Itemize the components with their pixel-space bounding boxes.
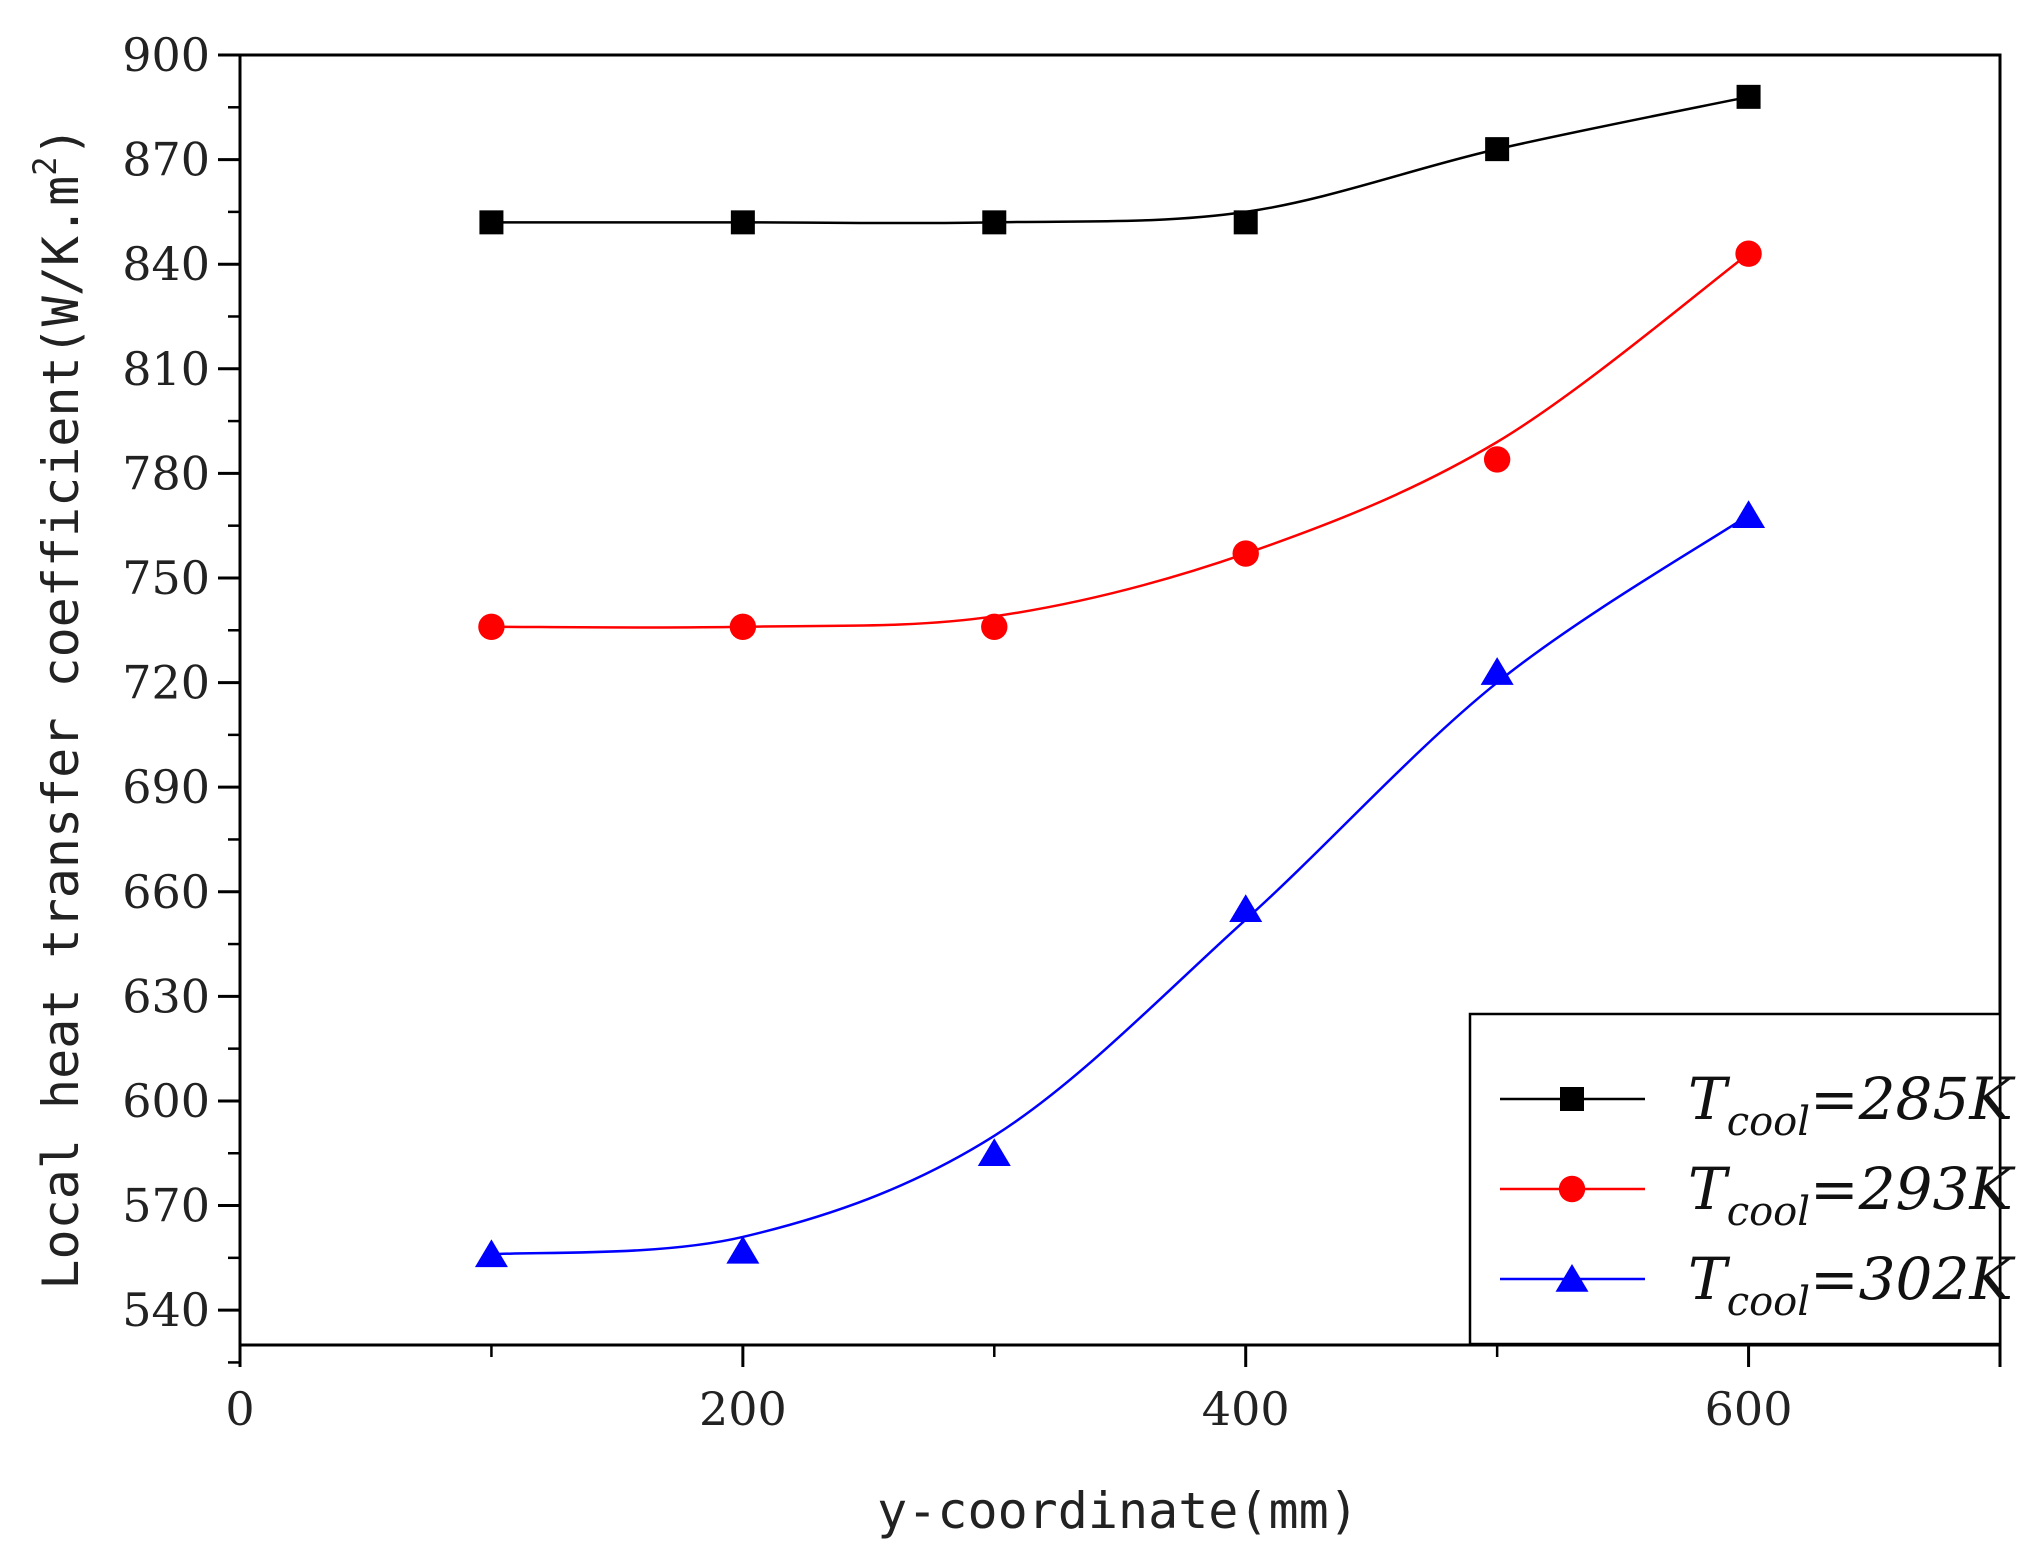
series-line — [491, 514, 1750, 1256]
y-tick-label: 870 — [122, 133, 210, 187]
y-tick-label: 570 — [122, 1179, 210, 1233]
data-point — [1735, 240, 1762, 267]
y-tick-label: 810 — [122, 342, 210, 396]
data-point — [479, 210, 504, 235]
legend-item-0: Tcool=285K — [1500, 1065, 2016, 1145]
data-point — [1233, 210, 1258, 235]
legend-label-subscript: cool — [1727, 1279, 1810, 1325]
legend-marker — [1555, 1264, 1589, 1292]
legend-label: Tcool=293K — [1688, 1155, 2016, 1235]
data-point — [478, 613, 505, 640]
y-tick-label: 540 — [122, 1283, 210, 1337]
legend-label-base: T — [1688, 1065, 1731, 1133]
data-point — [1480, 657, 1514, 685]
legend-label-rest: =293K — [1810, 1155, 2016, 1223]
y-axis-title-close: ) — [32, 126, 90, 156]
data-point — [1232, 540, 1259, 567]
legend-label: Tcool=302K — [1688, 1245, 2016, 1325]
data-point — [1483, 446, 1511, 473]
legend-marker — [1558, 1175, 1586, 1203]
legend-label-subscript: cool — [1727, 1099, 1810, 1145]
series-2 — [474, 500, 1766, 1268]
legend-item-1: Tcool=293K — [1500, 1155, 2016, 1235]
data-point — [474, 1239, 508, 1268]
y-axis-title-superscript: 2 — [26, 157, 64, 176]
y-tick-label: 750 — [122, 551, 210, 605]
series-1 — [478, 240, 1762, 640]
x-tick-label: 200 — [699, 1382, 787, 1436]
legend-label-base: T — [1688, 1155, 1731, 1223]
y-tick-label: 720 — [122, 656, 210, 710]
data-point — [1229, 894, 1263, 922]
data-point — [726, 1235, 760, 1264]
legend-label-base: T — [1688, 1245, 1731, 1313]
series-0 — [479, 84, 1761, 235]
series-line — [491, 95, 1749, 225]
data-point — [730, 210, 755, 235]
plot-frame — [238, 53, 2002, 1347]
legend-item-2: Tcool=302K — [1500, 1245, 2016, 1325]
x-axis-title: y-coordinate(mm) — [877, 1482, 1359, 1540]
legend-label-rest: =302K — [1810, 1245, 2016, 1313]
y-tick-label: 780 — [122, 446, 210, 500]
legend-label: Tcool=285K — [1688, 1065, 2016, 1145]
data-point — [982, 210, 1007, 235]
x-tick-label: 0 — [225, 1382, 254, 1436]
y-tick-label: 690 — [122, 760, 210, 814]
x-tick-label: 400 — [1202, 1382, 1290, 1436]
data-point — [1736, 84, 1761, 109]
data-point — [729, 613, 757, 640]
legend-label-rest: =285K — [1810, 1065, 2016, 1133]
y-axis-title-main: Local heat transfer coefficient(W/K.m — [32, 176, 90, 1290]
data-point — [981, 613, 1008, 640]
legend-marker — [1560, 1087, 1584, 1111]
y-tick-label: 630 — [122, 969, 210, 1023]
y-tick-label: 660 — [122, 865, 210, 919]
y-tick-label: 840 — [122, 237, 210, 291]
data-point — [1485, 137, 1510, 162]
x-tick-label: 600 — [1705, 1382, 1793, 1436]
series-layer — [474, 84, 1766, 1268]
axes: 540 570 600 630 660 690 720 750 780 810 840 870 900 0… — [122, 28, 2002, 1436]
legend-label-subscript: cool — [1727, 1189, 1810, 1235]
y-axis-title: Local heat transfer coefficient(W/K.m2) — [26, 126, 90, 1289]
y-tick-label: 900 — [122, 28, 210, 82]
series-line — [491, 252, 1750, 629]
y-tick-label: 600 — [122, 1074, 210, 1128]
data-point — [977, 1138, 1011, 1166]
data-point — [1732, 500, 1766, 528]
